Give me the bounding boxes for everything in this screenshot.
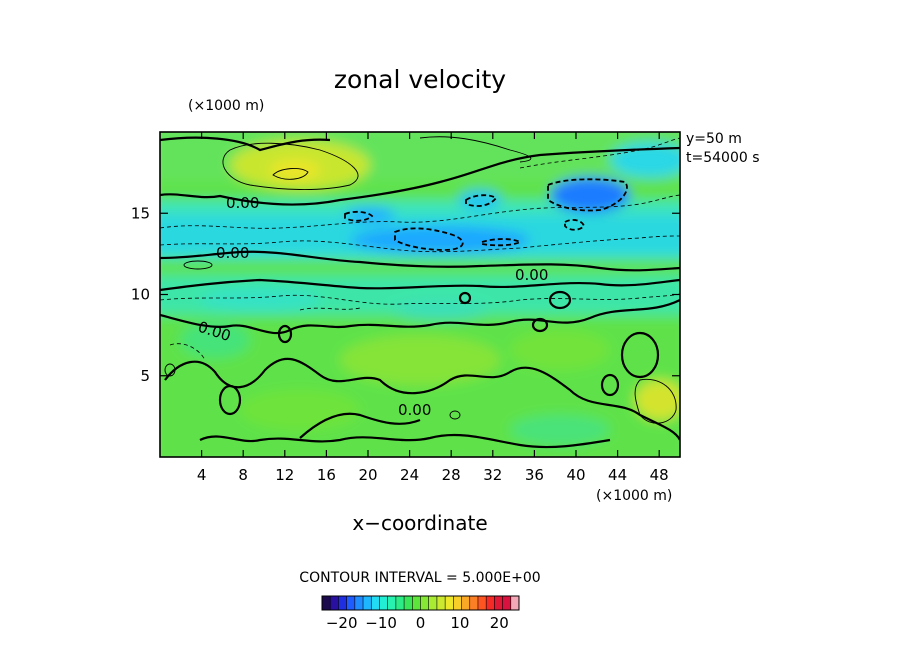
colorbar-tick-label: 10 [450, 614, 469, 632]
colorbar-tick-label: −20 [326, 614, 358, 632]
colorbar-swatch [445, 596, 454, 610]
colorbar-swatch [469, 596, 479, 610]
colorbar-swatch [486, 596, 495, 610]
colorbar-tick-label: 0 [416, 614, 426, 632]
colorbar-ticks: −20 −10 0 10 20 [326, 614, 509, 632]
colorbar [321, 595, 520, 611]
colorbar-swatch [363, 596, 372, 610]
colorbar-swatch [379, 596, 389, 610]
x-tick-label: 28 [442, 466, 461, 484]
positive-contours [164, 136, 677, 424]
colorbar-swatch [346, 596, 356, 610]
zero-contours [160, 136, 680, 449]
negative-contours [160, 137, 680, 361]
x-tick-label: 24 [400, 466, 419, 484]
contour-label: 0.00 [216, 244, 249, 262]
colorbar-swatch [404, 596, 413, 610]
x-tick-label: 4 [197, 466, 207, 484]
info-line-2: t=54000 s [686, 150, 760, 166]
y-tick-label: 10 [131, 286, 150, 304]
colorbar-swatch [338, 596, 348, 610]
strong-negative-contours [344, 178, 628, 251]
x-tick-label: 12 [275, 466, 294, 484]
x-tick-label: 48 [650, 466, 669, 484]
colorbar-swatch [354, 596, 364, 610]
colorbar-tick-label: 20 [490, 614, 509, 632]
x-tick-label: 40 [566, 466, 585, 484]
colorbar-swatch [428, 596, 438, 610]
colorbar-swatch [494, 596, 503, 610]
x-tick-label: 20 [358, 466, 377, 484]
colorbar-swatch [477, 596, 487, 610]
colorbar-swatch [395, 596, 405, 610]
colorbar-swatch [330, 596, 339, 610]
velocity-field: 0.00 0.00 0.00 0.00 0.00 [160, 132, 680, 457]
contour-label: 0.00 [515, 266, 548, 284]
colorbar-swatch [461, 596, 471, 610]
info-line-1: y=50 m [686, 131, 742, 147]
colorbar-swatch [453, 596, 462, 610]
colorbar-swatch [412, 596, 421, 610]
colorbar-swatch [502, 596, 512, 610]
x-axis-label: x−coordinate [352, 511, 487, 535]
x-tick-label: 36 [525, 466, 544, 484]
x-tick-label: 16 [317, 466, 336, 484]
x-tick-label: 8 [238, 466, 248, 484]
contour-interval-text: CONTOUR INTERVAL = 5.000E+00 [299, 570, 540, 586]
y-tick-label: 5 [140, 367, 150, 385]
colorbar-swatch [420, 596, 430, 610]
contour-label: 0.00 [226, 194, 259, 212]
contour-label: 0.00 [398, 401, 431, 419]
colorbar-swatch [436, 596, 446, 610]
chart-title: zonal velocity [334, 65, 506, 94]
colorbar-swatch [371, 596, 380, 610]
x-axis-ticks: 4 8 12 16 20 24 28 32 36 40 44 48 [197, 132, 669, 484]
colorbar-tick-label: −10 [365, 614, 397, 632]
colorbar-swatch [387, 596, 397, 610]
y-unit-label: (×1000 m) [188, 98, 264, 114]
y-tick-label: 15 [131, 204, 150, 222]
y-axis-ticks: 5 10 15 [131, 204, 680, 385]
x-tick-label: 44 [608, 466, 627, 484]
x-unit-label: (×1000 m) [596, 488, 672, 504]
colorbar-swatch [510, 596, 520, 610]
x-tick-label: 32 [483, 466, 502, 484]
colorbar-swatch [322, 596, 331, 610]
